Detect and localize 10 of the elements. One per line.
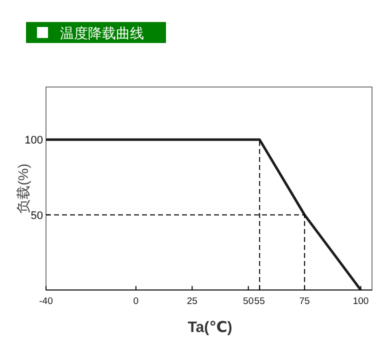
x-tick-label: -40 xyxy=(39,296,53,307)
x-axis-title: Ta(℃) xyxy=(188,319,232,336)
x-tick-label: 25 xyxy=(186,296,198,307)
x-tick-label: 50 xyxy=(243,296,254,307)
chart-title: 温度降载曲线 xyxy=(60,25,144,41)
x-tick-label: 75 xyxy=(299,296,310,307)
x-tick-label: 55 xyxy=(254,296,265,307)
y-axis-title: 负载(%) xyxy=(15,164,31,214)
x-tick-label: 0 xyxy=(133,296,139,307)
x-tick-label: 100 xyxy=(352,296,369,307)
